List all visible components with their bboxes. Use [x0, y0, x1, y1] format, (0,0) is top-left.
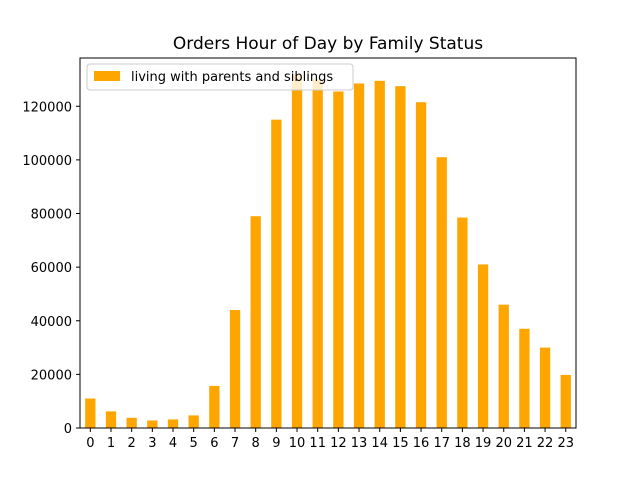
x-tick-label: 2	[128, 436, 136, 451]
bar-hour-22	[539, 347, 551, 428]
x-tick-label: 8	[252, 436, 260, 451]
x-tick-label: 21	[516, 436, 533, 451]
x-tick-label: 23	[557, 436, 574, 451]
bar-hour-5	[188, 415, 199, 428]
bar-hour-9	[271, 119, 282, 429]
bar-hour-14	[374, 80, 385, 428]
legend-swatch	[94, 71, 120, 81]
x-tick-label: 20	[495, 436, 512, 451]
y-tick-label: 60000	[31, 261, 72, 276]
x-tick-label: 5	[190, 436, 198, 451]
bar-hour-21	[519, 328, 530, 428]
y-tick-label: 100000	[22, 154, 72, 169]
x-tick-label: 15	[392, 436, 409, 451]
bar-hour-1	[105, 411, 117, 428]
x-tick-label: 0	[86, 436, 94, 451]
x-tick-label: 4	[169, 436, 177, 451]
bar-hour-0	[85, 398, 96, 428]
bar-hour-10	[291, 74, 303, 428]
bar-hour-4	[167, 419, 179, 428]
bar-hour-3	[147, 420, 158, 428]
x-tick-label: 1	[107, 436, 115, 451]
x-axis: 0 1 2 3 4 5 6 7 8 9 10 11 12 13 14 15 16 17 18 19 20 21 22 23	[86, 428, 574, 451]
x-tick-label: 13	[351, 436, 368, 451]
x-tick-label: 22	[537, 436, 554, 451]
bar-hour-19	[477, 264, 489, 428]
chart-title: Orders Hour of Day by Family Status	[173, 34, 483, 54]
x-tick-label: 11	[309, 436, 326, 451]
x-tick-label: 17	[433, 436, 450, 451]
x-tick-label: 10	[289, 436, 306, 451]
bar-hour-8	[250, 216, 261, 428]
bar-hour-16	[415, 102, 427, 429]
bars-group	[85, 74, 571, 429]
x-tick-label: 3	[148, 436, 156, 451]
bar-hour-18	[457, 217, 468, 428]
x-tick-label: 16	[413, 436, 430, 451]
x-tick-label: 14	[371, 436, 388, 451]
x-tick-label: 6	[210, 436, 218, 451]
bar-hour-17	[436, 157, 447, 428]
bar-hour-6	[209, 385, 220, 428]
x-tick-label: 7	[231, 436, 239, 451]
legend-box	[86, 63, 354, 91]
bar-hour-13	[353, 83, 365, 428]
y-tick-label: 20000	[31, 368, 72, 383]
bar-hour-7	[229, 310, 241, 428]
legend: living with parents and siblings	[86, 63, 354, 91]
x-tick-label: 19	[475, 436, 492, 451]
bar-hour-11	[312, 79, 323, 428]
bar-hour-20	[498, 304, 509, 428]
plot-frame	[79, 57, 577, 429]
y-tick-label: 80000	[31, 208, 72, 223]
y-axis: 0 20000 40000 60000 80000 100000 120000	[22, 100, 80, 437]
x-tick-label: 12	[330, 436, 347, 451]
bar-hour-15	[395, 86, 406, 429]
y-tick-label: 0	[64, 422, 72, 437]
bar-hour-12	[333, 91, 344, 428]
legend-label: living with parents and siblings	[131, 70, 333, 85]
bar-hour-23	[560, 374, 571, 428]
x-tick-label: 18	[454, 436, 471, 451]
x-tick-label: 9	[272, 436, 280, 451]
bar-hour-2	[126, 417, 137, 428]
y-tick-label: 40000	[31, 315, 72, 330]
y-tick-label: 120000	[22, 100, 72, 115]
